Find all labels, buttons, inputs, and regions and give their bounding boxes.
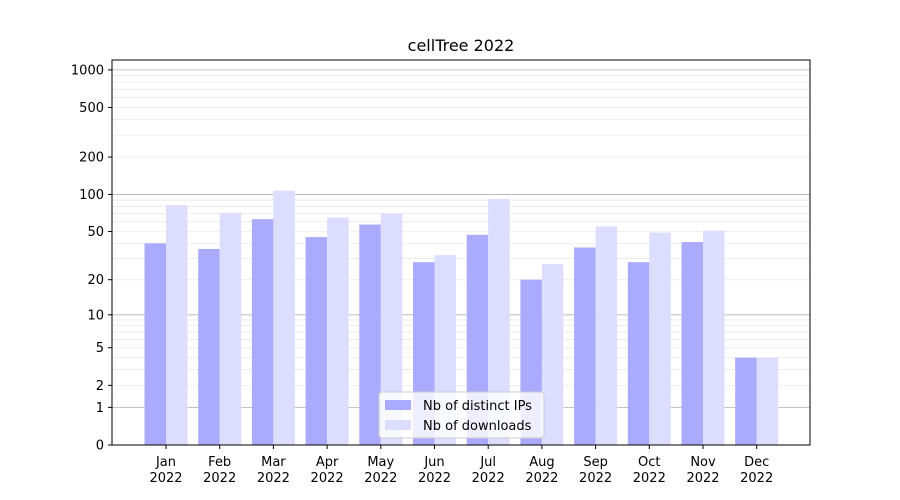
legend-box: [378, 391, 545, 439]
y-tick-label: 100: [79, 188, 104, 203]
bar: [273, 190, 295, 445]
y-tick-label: 10: [87, 308, 104, 323]
y-tick-label: 500: [79, 101, 104, 116]
bar: [756, 357, 779, 445]
legend-label: Nb of distinct IPs: [423, 399, 532, 414]
x-tick-label: 2022: [257, 471, 290, 486]
x-tick-label: May: [367, 455, 394, 470]
y-tick-label: 20: [87, 273, 104, 288]
x-tick-label: Jan: [155, 455, 176, 470]
x-tick-label: Jun: [423, 455, 444, 470]
bar: [144, 243, 166, 445]
x-tick-label: 2022: [579, 471, 612, 486]
x-tick-label: Apr: [316, 455, 339, 470]
x-tick-label: 2022: [418, 471, 451, 486]
bar: [574, 247, 596, 445]
bar: [649, 232, 671, 445]
bar: [380, 213, 403, 445]
legend-swatch: [385, 400, 411, 410]
y-tick-label: 200: [79, 151, 104, 166]
x-tick-label: 2022: [203, 471, 236, 486]
bar: [541, 264, 564, 445]
x-tick-label: 2022: [472, 471, 505, 486]
y-tick-label: 5: [96, 341, 104, 356]
x-tick-label: Mar: [261, 455, 286, 470]
bar: [166, 205, 188, 445]
x-tick-label: Feb: [208, 455, 231, 470]
bar: [251, 219, 274, 445]
x-tick-label: Jul: [479, 455, 496, 470]
bars: [144, 190, 779, 445]
x-tick-label: 2022: [149, 471, 182, 486]
y-tick-label: 1000: [71, 63, 104, 78]
bar: [735, 357, 757, 445]
bar: [703, 230, 725, 445]
y-tick-label: 2: [96, 379, 104, 394]
x-tick-label: 2022: [740, 471, 773, 486]
plot-frame: [111, 59, 811, 446]
legend-swatch: [385, 420, 411, 430]
x-tick-label: Sep: [583, 455, 608, 470]
x-tick-label: Nov: [690, 455, 716, 470]
x-tick-label: 2022: [364, 471, 397, 486]
bar: [198, 248, 220, 445]
bar: [627, 262, 650, 445]
x-tick-label: 2022: [686, 471, 719, 486]
legend-label: Nb of downloads: [423, 419, 532, 434]
x-tick-label: Aug: [529, 455, 554, 470]
y-tick-label: 1: [96, 401, 104, 416]
bar: [219, 212, 242, 445]
x-tick-label: Dec: [744, 455, 769, 470]
x-tick-label: 2022: [311, 471, 344, 486]
bar: [595, 226, 618, 445]
bar: [359, 224, 381, 445]
x-tick-label: 2022: [525, 471, 558, 486]
x-axis: Jan2022Feb2022Mar2022Apr2022May2022Jun20…: [149, 445, 773, 486]
y-tick-label: 50: [87, 225, 104, 240]
bar: [681, 242, 703, 445]
bar: [488, 198, 510, 445]
bar: [327, 217, 349, 445]
y-axis: 0 1 2 5 10 20 50 100 200 500 1000: [71, 63, 112, 454]
y-tick-label: 0: [96, 439, 104, 454]
legend: Nb of distinct IPs Nb of downloads: [378, 391, 545, 439]
x-tick-label: Oct: [638, 455, 660, 470]
bar: [305, 237, 328, 445]
chart-title: cellTree 2022: [408, 36, 515, 55]
x-tick-label: 2022: [633, 471, 666, 486]
